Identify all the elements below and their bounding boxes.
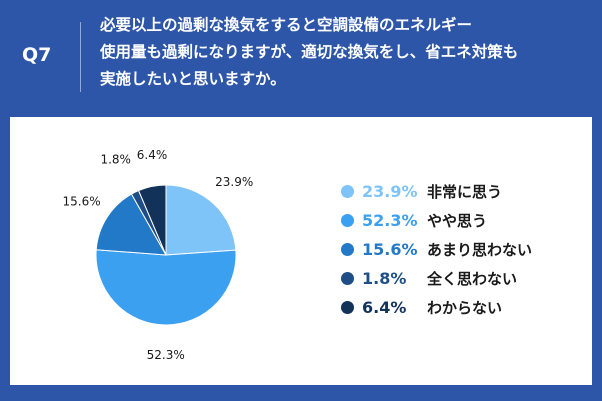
legend-item: 15.6% あまり思わない: [341, 238, 581, 267]
legend-dot-icon: [341, 272, 354, 285]
legend-dot-icon: [341, 301, 354, 314]
legend-dot-icon: [341, 185, 354, 198]
pie-chart: 23.9% 52.3% 15.6% 1.8% 6.4%: [63, 148, 254, 362]
legend-label: あまり思わない: [427, 241, 533, 259]
legend-label: わからない: [427, 299, 503, 317]
legend-dot-icon: [341, 214, 354, 227]
header-divider: [80, 22, 81, 92]
pie-slice: [95, 249, 237, 326]
legend-label: 非常に思う: [427, 183, 503, 201]
pie-slice: [137, 184, 167, 256]
slice-data-label: 1.8%: [100, 152, 131, 166]
legend-value: 6.4%: [362, 298, 407, 317]
question-line: 必要以上の過剰な換気をすると空調設備のエネルギー: [100, 16, 473, 34]
question-line: 実施したいと思いますか。: [100, 70, 286, 88]
pie-slice: [95, 193, 167, 256]
legend-label: やや思う: [427, 212, 488, 230]
legend-item: 23.9% 非常に思う: [341, 180, 581, 209]
slice-data-label: 6.4%: [137, 148, 168, 162]
question-number: Q7: [22, 44, 52, 66]
header: Q7 必要以上の過剰な換気をすると空調設備のエネルギー 使用量も過剰になりますが…: [0, 0, 602, 110]
slice-data-label: 52.3%: [147, 348, 185, 362]
legend-value: 23.9%: [362, 182, 418, 201]
brand-logo: みんなエアー: [18, 368, 84, 381]
legend-value: 52.3%: [362, 211, 418, 230]
chart-card: 23.9% 52.3% 15.6% 1.8% 6.4% 23.9% 非常に思う 52.3% や…: [10, 117, 592, 385]
slice-data-label: 15.6%: [63, 194, 101, 208]
slice-data-label: 23.9%: [215, 175, 253, 189]
source-note: 株式会社UPDATER「AIR Lab. JOURNAL」調べ_「介護施設内のコ…: [226, 373, 590, 382]
legend-item: 1.8% 全く思わない: [341, 267, 581, 296]
question-text: 必要以上の過剰な換気をすると空調設備のエネルギー 使用量も過剰になりますが、適切…: [100, 12, 596, 93]
legend-item: 52.3% やや思う: [341, 209, 581, 238]
legend-value: 15.6%: [362, 240, 418, 259]
question-line: 使用量も過剰になりますが、適切な換気をし、省エネ対策も: [100, 43, 519, 61]
legend: 23.9% 非常に思う 52.3% やや思う 15.6% あまり思わない 1.8% 全く思わな…: [341, 180, 581, 325]
pie-slice: [165, 184, 237, 256]
legend-label: 全く思わない: [427, 270, 518, 288]
legend-value: 1.8%: [362, 269, 407, 288]
legend-item: 6.4% わからない: [341, 296, 581, 325]
legend-dot-icon: [341, 243, 354, 256]
